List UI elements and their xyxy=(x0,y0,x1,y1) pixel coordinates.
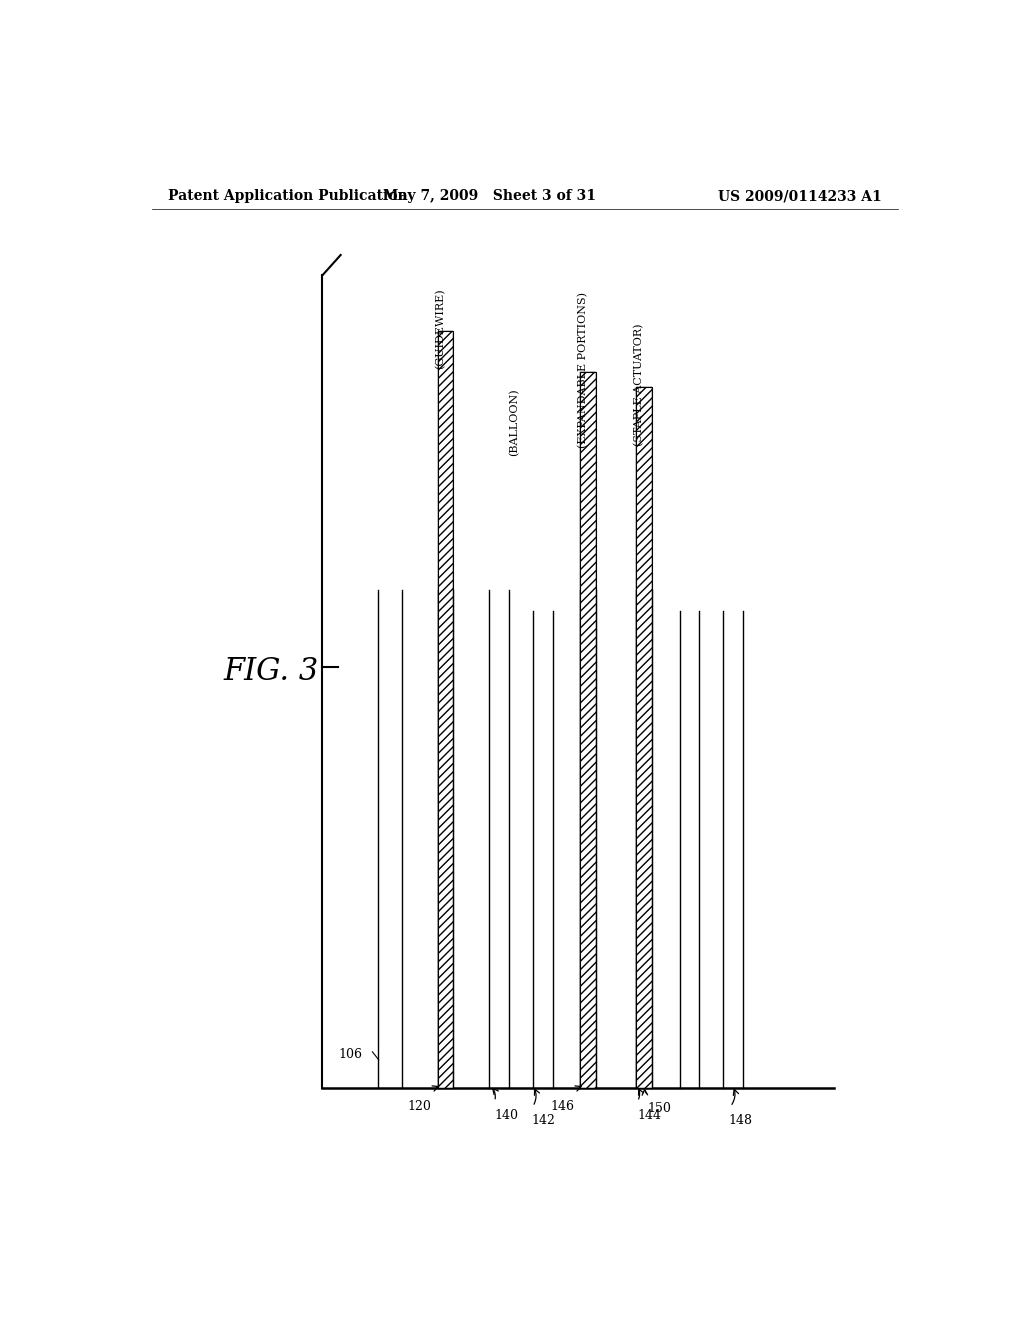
Text: May 7, 2009   Sheet 3 of 31: May 7, 2009 Sheet 3 of 31 xyxy=(383,189,596,203)
Text: 148: 148 xyxy=(729,1114,753,1127)
Text: (BALLOON): (BALLOON) xyxy=(509,389,519,457)
Bar xyxy=(437,331,454,1089)
Text: 144: 144 xyxy=(638,1109,662,1122)
Bar xyxy=(636,387,652,1089)
Text: 120: 120 xyxy=(408,1100,431,1113)
Text: FIG. 3: FIG. 3 xyxy=(223,656,318,688)
Text: 150: 150 xyxy=(648,1102,672,1114)
Bar xyxy=(437,331,454,1089)
Bar xyxy=(636,387,652,1089)
Text: 146: 146 xyxy=(550,1100,574,1113)
Text: US 2009/0114233 A1: US 2009/0114233 A1 xyxy=(718,189,882,203)
Text: 140: 140 xyxy=(495,1109,518,1122)
Text: 106: 106 xyxy=(339,1048,362,1061)
Text: (EXPANDABLE PORTIONS): (EXPANDABLE PORTIONS) xyxy=(578,292,588,447)
Bar xyxy=(581,372,596,1089)
Text: (GUIDEWIRE): (GUIDEWIRE) xyxy=(435,289,445,370)
Bar xyxy=(581,372,596,1089)
Text: (STAPLE ACTUATOR): (STAPLE ACTUATOR) xyxy=(634,323,644,446)
Text: Patent Application Publication: Patent Application Publication xyxy=(168,189,408,203)
Text: 142: 142 xyxy=(531,1114,555,1127)
